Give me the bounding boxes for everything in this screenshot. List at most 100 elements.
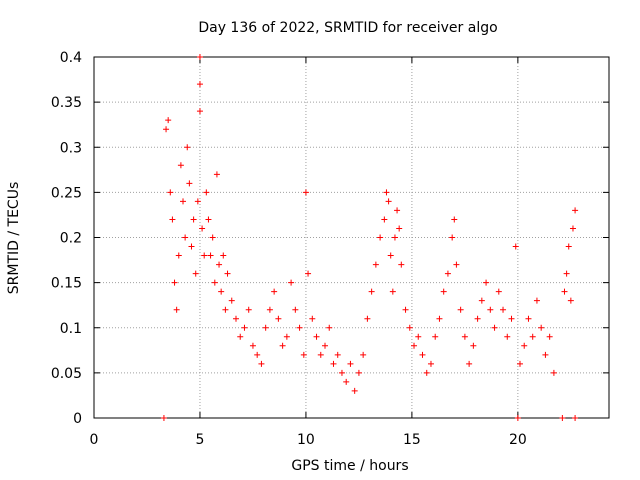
y-tick-label: 0.35 bbox=[51, 95, 82, 111]
data-point bbox=[364, 315, 371, 322]
data-point bbox=[338, 369, 345, 376]
data-point bbox=[398, 261, 405, 268]
data-point bbox=[309, 315, 316, 322]
data-point bbox=[457, 306, 464, 313]
data-point bbox=[296, 324, 303, 331]
data-point bbox=[550, 369, 557, 376]
data-point bbox=[283, 333, 290, 340]
data-point bbox=[461, 333, 468, 340]
data-point bbox=[232, 315, 239, 322]
y-tick-label: 0.4 bbox=[60, 50, 82, 66]
data-point bbox=[186, 180, 193, 187]
data-point bbox=[567, 297, 574, 304]
chart-title: Day 136 of 2022, SRMTID for receiver alg… bbox=[198, 20, 497, 36]
data-point bbox=[167, 189, 174, 196]
data-point bbox=[169, 216, 176, 223]
data-point bbox=[538, 324, 545, 331]
data-point bbox=[516, 360, 523, 367]
data-point bbox=[474, 315, 481, 322]
data-point bbox=[177, 162, 184, 169]
data-point bbox=[188, 243, 195, 250]
data-point bbox=[487, 306, 494, 313]
data-point bbox=[396, 225, 403, 232]
data-point bbox=[387, 252, 394, 259]
data-point bbox=[533, 297, 540, 304]
data-point bbox=[213, 171, 220, 178]
data-point bbox=[415, 333, 422, 340]
data-point bbox=[394, 207, 401, 214]
data-point bbox=[569, 225, 576, 232]
data-point bbox=[504, 333, 511, 340]
data-point bbox=[207, 252, 214, 259]
data-point bbox=[237, 333, 244, 340]
data-point bbox=[440, 288, 447, 295]
data-point bbox=[514, 415, 521, 421]
y-tick-label: 0.15 bbox=[51, 276, 82, 292]
data-point bbox=[305, 270, 312, 277]
data-point bbox=[182, 234, 189, 241]
data-point bbox=[436, 315, 443, 322]
data-point bbox=[199, 225, 206, 232]
data-point bbox=[432, 333, 439, 340]
data-point bbox=[326, 324, 333, 331]
data-point bbox=[194, 198, 201, 205]
data-point bbox=[529, 333, 536, 340]
y-tick-label: 0.2 bbox=[60, 231, 82, 247]
data-point bbox=[565, 243, 572, 250]
data-point bbox=[368, 288, 375, 295]
data-point bbox=[383, 189, 390, 196]
data-point bbox=[451, 216, 458, 223]
data-point bbox=[351, 387, 358, 394]
x-tick-label: 5 bbox=[196, 432, 205, 448]
data-point bbox=[241, 324, 248, 331]
data-point bbox=[546, 333, 553, 340]
data-point bbox=[209, 234, 216, 241]
data-point bbox=[258, 360, 265, 367]
data-point bbox=[180, 198, 187, 205]
x-tick-labels: 0 5 10 15 20 bbox=[90, 432, 527, 448]
data-point bbox=[406, 324, 413, 331]
data-point bbox=[542, 351, 549, 358]
data-point bbox=[201, 252, 208, 259]
data-point bbox=[330, 360, 337, 367]
data-point bbox=[483, 279, 490, 286]
y-tick-label: 0.1 bbox=[60, 321, 82, 337]
data-point bbox=[322, 342, 329, 349]
data-point bbox=[508, 315, 515, 322]
x-tick-label: 15 bbox=[403, 432, 421, 448]
data-point bbox=[572, 415, 579, 421]
data-point bbox=[262, 324, 269, 331]
data-point bbox=[160, 415, 167, 421]
data-point bbox=[222, 306, 229, 313]
y-tick-labels: 0 0.05 0.1 0.15 0.2 0.25 0.3 0.35 0.4 bbox=[51, 50, 82, 427]
y-tick-label: 0 bbox=[73, 411, 82, 427]
data-point bbox=[196, 54, 203, 60]
x-tick-label: 0 bbox=[90, 432, 99, 448]
data-point bbox=[190, 216, 197, 223]
data-point bbox=[377, 234, 384, 241]
data-point bbox=[347, 360, 354, 367]
x-tick-label: 20 bbox=[509, 432, 527, 448]
data-point bbox=[218, 288, 225, 295]
data-point bbox=[559, 415, 566, 421]
y-axis-label: SRMTID / TECUs bbox=[6, 182, 22, 295]
y-tick-label: 0.3 bbox=[60, 140, 82, 156]
data-point bbox=[205, 216, 212, 223]
data-point bbox=[419, 351, 426, 358]
data-point bbox=[275, 315, 282, 322]
data-point bbox=[478, 297, 485, 304]
data-point bbox=[249, 342, 256, 349]
data-point bbox=[171, 279, 178, 286]
x-axis-label: GPS time / hours bbox=[291, 458, 408, 474]
data-point bbox=[192, 270, 199, 277]
data-point bbox=[163, 126, 170, 133]
data-point bbox=[211, 279, 218, 286]
data-point bbox=[411, 342, 418, 349]
data-point bbox=[254, 351, 261, 358]
data-point bbox=[292, 306, 299, 313]
data-point bbox=[385, 198, 392, 205]
data-point bbox=[279, 342, 286, 349]
data-point bbox=[288, 279, 295, 286]
x-tick-label: 10 bbox=[297, 432, 315, 448]
data-point bbox=[495, 288, 502, 295]
